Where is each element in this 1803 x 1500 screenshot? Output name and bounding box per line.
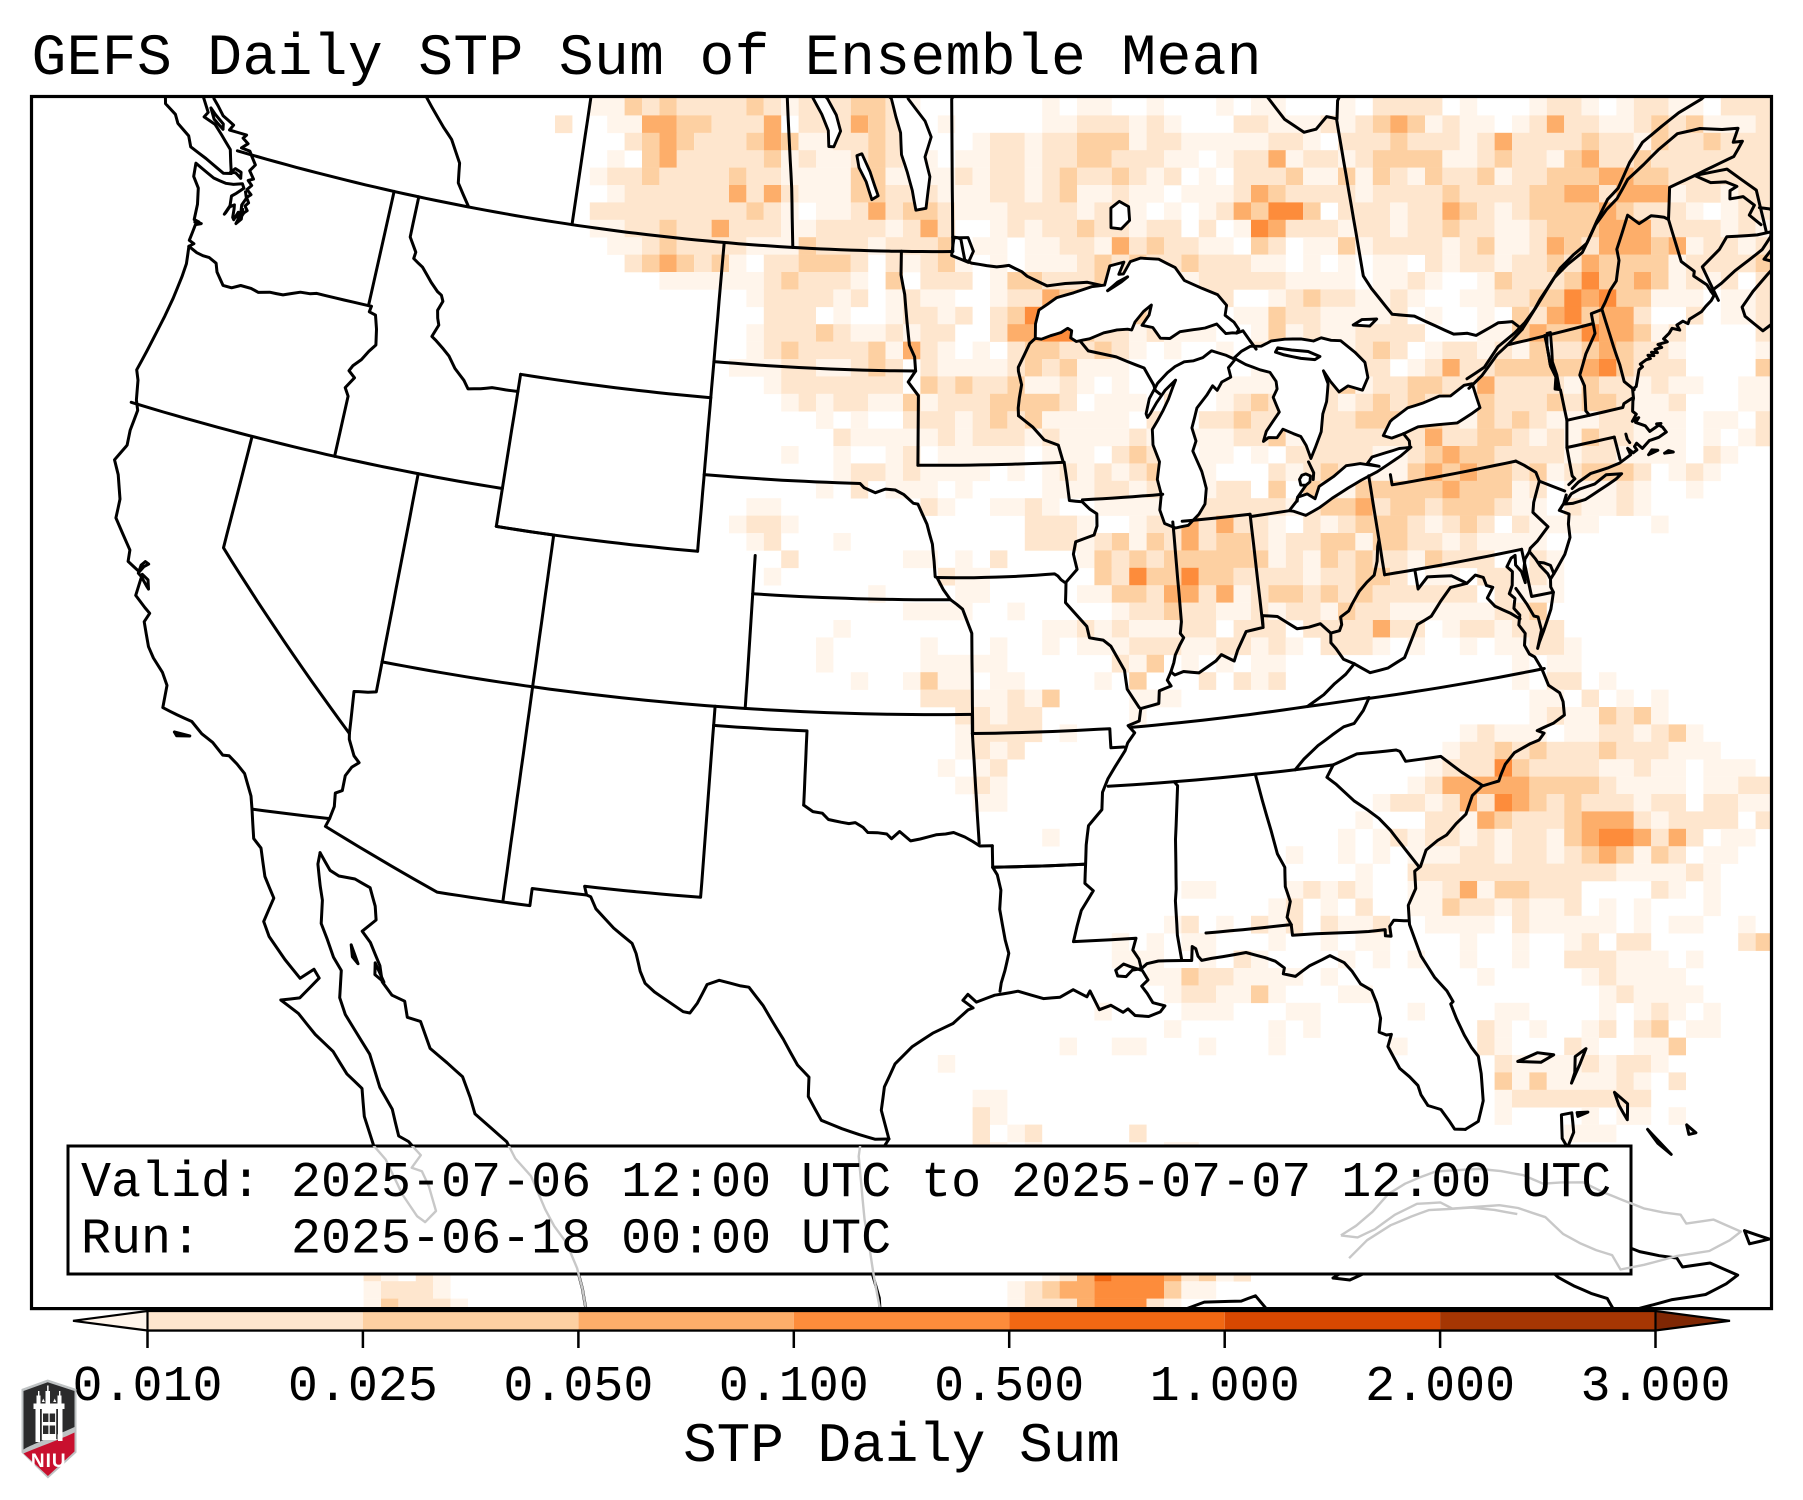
svg-text:3.000: 3.000 (1580, 1359, 1730, 1416)
svg-text:GEFS Daily STP Sum of Ensemble: GEFS Daily STP Sum of Ensemble Mean (32, 27, 1262, 92)
svg-text:0.100: 0.100 (719, 1359, 869, 1416)
svg-text:0.050: 0.050 (503, 1359, 653, 1416)
svg-text:NIU: NIU (31, 1451, 67, 1472)
svg-text:Valid: 2025-07-06 12:00 UTC to: Valid: 2025-07-06 12:00 UTC to 2025-07-0… (81, 1155, 1611, 1212)
svg-text:0.500: 0.500 (934, 1359, 1084, 1416)
svg-text:1.000: 1.000 (1150, 1359, 1300, 1416)
svg-text:STP Daily Sum: STP Daily Sum (683, 1414, 1120, 1478)
svg-text:0.025: 0.025 (288, 1359, 438, 1416)
svg-text:Run: 2025-06-18 00:00 UTC: Run: 2025-06-18 00:00 UTC (81, 1212, 891, 1269)
svg-text:0.010: 0.010 (72, 1359, 222, 1416)
svg-text:2.000: 2.000 (1365, 1359, 1515, 1416)
